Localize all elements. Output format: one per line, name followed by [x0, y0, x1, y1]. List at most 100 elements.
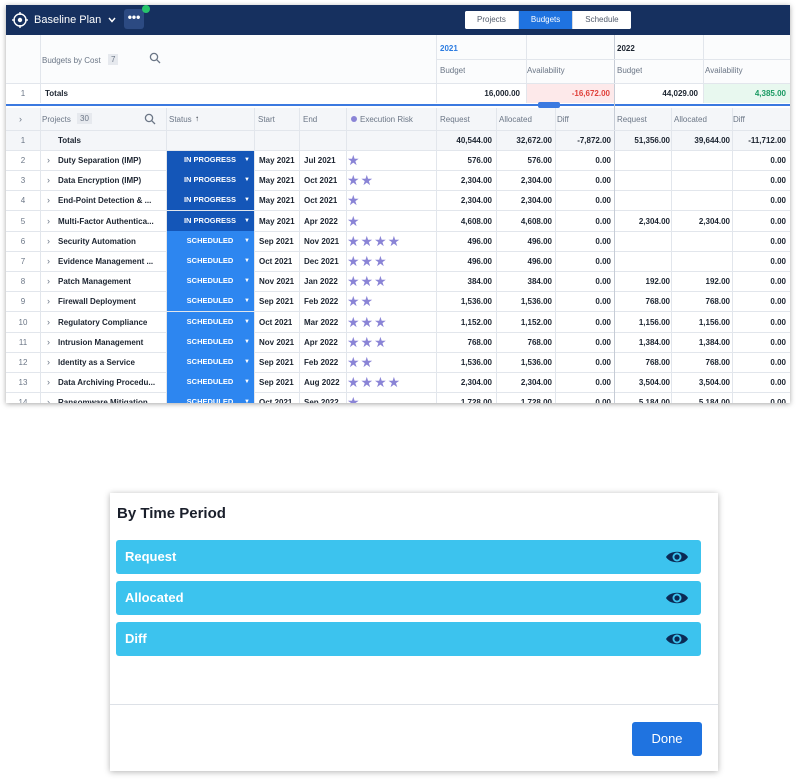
status-badge[interactable]: IN PROGRESS ▼: [166, 190, 254, 210]
cell-value[interactable]: 2,304.00: [460, 196, 492, 205]
end-date[interactable]: Oct 2021: [304, 176, 338, 185]
status-dropdown-arrow-icon[interactable]: ▼: [244, 157, 250, 163]
status-dropdown-arrow-icon[interactable]: ▼: [244, 278, 250, 284]
allocated-toggle-bar[interactable]: Allocated: [116, 581, 701, 615]
project-name[interactable]: Intrusion Management: [58, 338, 144, 347]
cell-value[interactable]: 1,156.00: [698, 318, 730, 327]
expand-row-chevron-icon[interactable]: ›: [47, 317, 50, 327]
start-date[interactable]: May 2021: [259, 196, 295, 205]
tab-projects[interactable]: Projects: [465, 11, 519, 29]
cell-value[interactable]: 0.00: [770, 338, 786, 347]
cell-value[interactable]: 768.00: [705, 358, 730, 367]
expand-row-chevron-icon[interactable]: ›: [47, 175, 50, 185]
status-badge[interactable]: SCHEDULED ▼: [166, 231, 254, 251]
cell-value[interactable]: 0.00: [770, 318, 786, 327]
start-date[interactable]: Sep 2021: [259, 358, 294, 367]
status-dropdown-arrow-icon[interactable]: ▼: [244, 298, 250, 304]
status-dropdown-arrow-icon[interactable]: ▼: [244, 177, 250, 183]
cell-value[interactable]: 2,304.00: [460, 176, 492, 185]
execution-risk-column-header[interactable]: Execution Risk: [360, 115, 413, 124]
cell-value[interactable]: 1,728.00: [460, 398, 492, 403]
status-badge[interactable]: SCHEDULED ▼: [166, 312, 254, 332]
status-dropdown-arrow-icon[interactable]: ▼: [244, 399, 250, 403]
cell-value[interactable]: 0.00: [595, 237, 611, 246]
cell-value[interactable]: 0.00: [595, 358, 611, 367]
cell-value[interactable]: 1,536.00: [460, 297, 492, 306]
cell-value[interactable]: 0.00: [770, 277, 786, 286]
cell-value[interactable]: 0.00: [770, 156, 786, 165]
cell-value[interactable]: 496.00: [467, 257, 492, 266]
end-column-header[interactable]: End: [303, 115, 318, 124]
expand-row-chevron-icon[interactable]: ›: [47, 195, 50, 205]
risk-stars[interactable]: ★: [347, 152, 361, 168]
cell-value[interactable]: 0.00: [770, 378, 786, 387]
risk-stars[interactable]: ★★★: [347, 253, 388, 269]
cell-value[interactable]: 0.00: [770, 237, 786, 246]
value-column-header[interactable]: Diff: [733, 115, 745, 124]
expand-row-chevron-icon[interactable]: ›: [47, 155, 50, 165]
cell-value[interactable]: 768.00: [645, 358, 670, 367]
expand-row-chevron-icon[interactable]: ›: [47, 236, 50, 246]
cell-value[interactable]: 0.00: [595, 196, 611, 205]
expand-row-chevron-icon[interactable]: ›: [47, 397, 50, 403]
more-options-button[interactable]: •••: [124, 9, 144, 29]
start-date[interactable]: Sep 2021: [259, 378, 294, 387]
start-date[interactable]: May 2021: [259, 217, 295, 226]
project-name[interactable]: Data Archiving Procedu...: [58, 378, 156, 387]
end-date[interactable]: Apr 2022: [304, 338, 338, 347]
cell-value[interactable]: 0.00: [595, 217, 611, 226]
start-date[interactable]: May 2021: [259, 156, 295, 165]
project-name[interactable]: Identity as a Service: [58, 358, 135, 367]
cell-value[interactable]: 384.00: [467, 277, 492, 286]
project-name[interactable]: Multi-Factor Authentica...: [58, 217, 154, 226]
cell-value[interactable]: 0.00: [770, 176, 786, 185]
cell-value[interactable]: 0.00: [595, 378, 611, 387]
cell-value[interactable]: 768.00: [645, 297, 670, 306]
status-badge[interactable]: SCHEDULED ▼: [166, 291, 254, 311]
cell-value[interactable]: 576.00: [467, 156, 492, 165]
project-name[interactable]: Ransomware Mitigation: [58, 398, 148, 403]
value-column-header[interactable]: Request: [440, 115, 470, 124]
end-date[interactable]: Sep 2022: [304, 398, 339, 403]
cell-value[interactable]: 0.00: [595, 176, 611, 185]
project-name[interactable]: Security Automation: [58, 237, 136, 246]
cell-value[interactable]: 2,304.00: [520, 196, 552, 205]
risk-stars[interactable]: ★★: [347, 293, 375, 309]
cell-value[interactable]: 2,304.00: [460, 378, 492, 387]
risk-stars[interactable]: ★: [347, 394, 361, 403]
projects-column-header[interactable]: Projects: [42, 115, 71, 124]
cell-value[interactable]: 2,304.00: [638, 217, 670, 226]
cell-value[interactable]: 1,536.00: [520, 358, 552, 367]
risk-stars[interactable]: ★★: [347, 354, 375, 370]
risk-stars[interactable]: ★: [347, 213, 361, 229]
status-badge[interactable]: SCHEDULED ▼: [166, 392, 254, 403]
risk-stars[interactable]: ★★★★: [347, 233, 402, 249]
start-date[interactable]: Oct 2021: [259, 318, 293, 327]
end-date[interactable]: Jul 2021: [304, 156, 336, 165]
status-dropdown-arrow-icon[interactable]: ▼: [244, 359, 250, 365]
cell-value[interactable]: 496.00: [527, 257, 552, 266]
project-name[interactable]: Firewall Deployment: [58, 297, 136, 306]
request-toggle-bar[interactable]: Request: [116, 540, 701, 574]
status-badge[interactable]: SCHEDULED ▼: [166, 332, 254, 352]
eye-icon[interactable]: [665, 589, 689, 607]
project-name[interactable]: End-Point Detection & ...: [58, 196, 152, 205]
cell-value[interactable]: 768.00: [527, 338, 552, 347]
value-column-header[interactable]: Request: [617, 115, 647, 124]
cell-value[interactable]: 384.00: [527, 277, 552, 286]
status-dropdown-arrow-icon[interactable]: ▼: [244, 197, 250, 203]
cell-value[interactable]: 192.00: [645, 277, 670, 286]
done-button[interactable]: Done: [632, 722, 702, 756]
end-date[interactable]: Jan 2022: [304, 277, 338, 286]
cell-value[interactable]: 0.00: [770, 358, 786, 367]
cell-value[interactable]: 1,152.00: [460, 318, 492, 327]
cell-value[interactable]: 576.00: [527, 156, 552, 165]
cell-value[interactable]: 4,608.00: [460, 217, 492, 226]
start-date[interactable]: Oct 2021: [259, 257, 293, 266]
risk-stars[interactable]: ★★★: [347, 334, 388, 350]
start-date[interactable]: May 2021: [259, 176, 295, 185]
status-dropdown-arrow-icon[interactable]: ▼: [244, 218, 250, 224]
expand-row-chevron-icon[interactable]: ›: [47, 377, 50, 387]
cell-value[interactable]: 1,384.00: [638, 338, 670, 347]
cell-value[interactable]: 0.00: [770, 297, 786, 306]
